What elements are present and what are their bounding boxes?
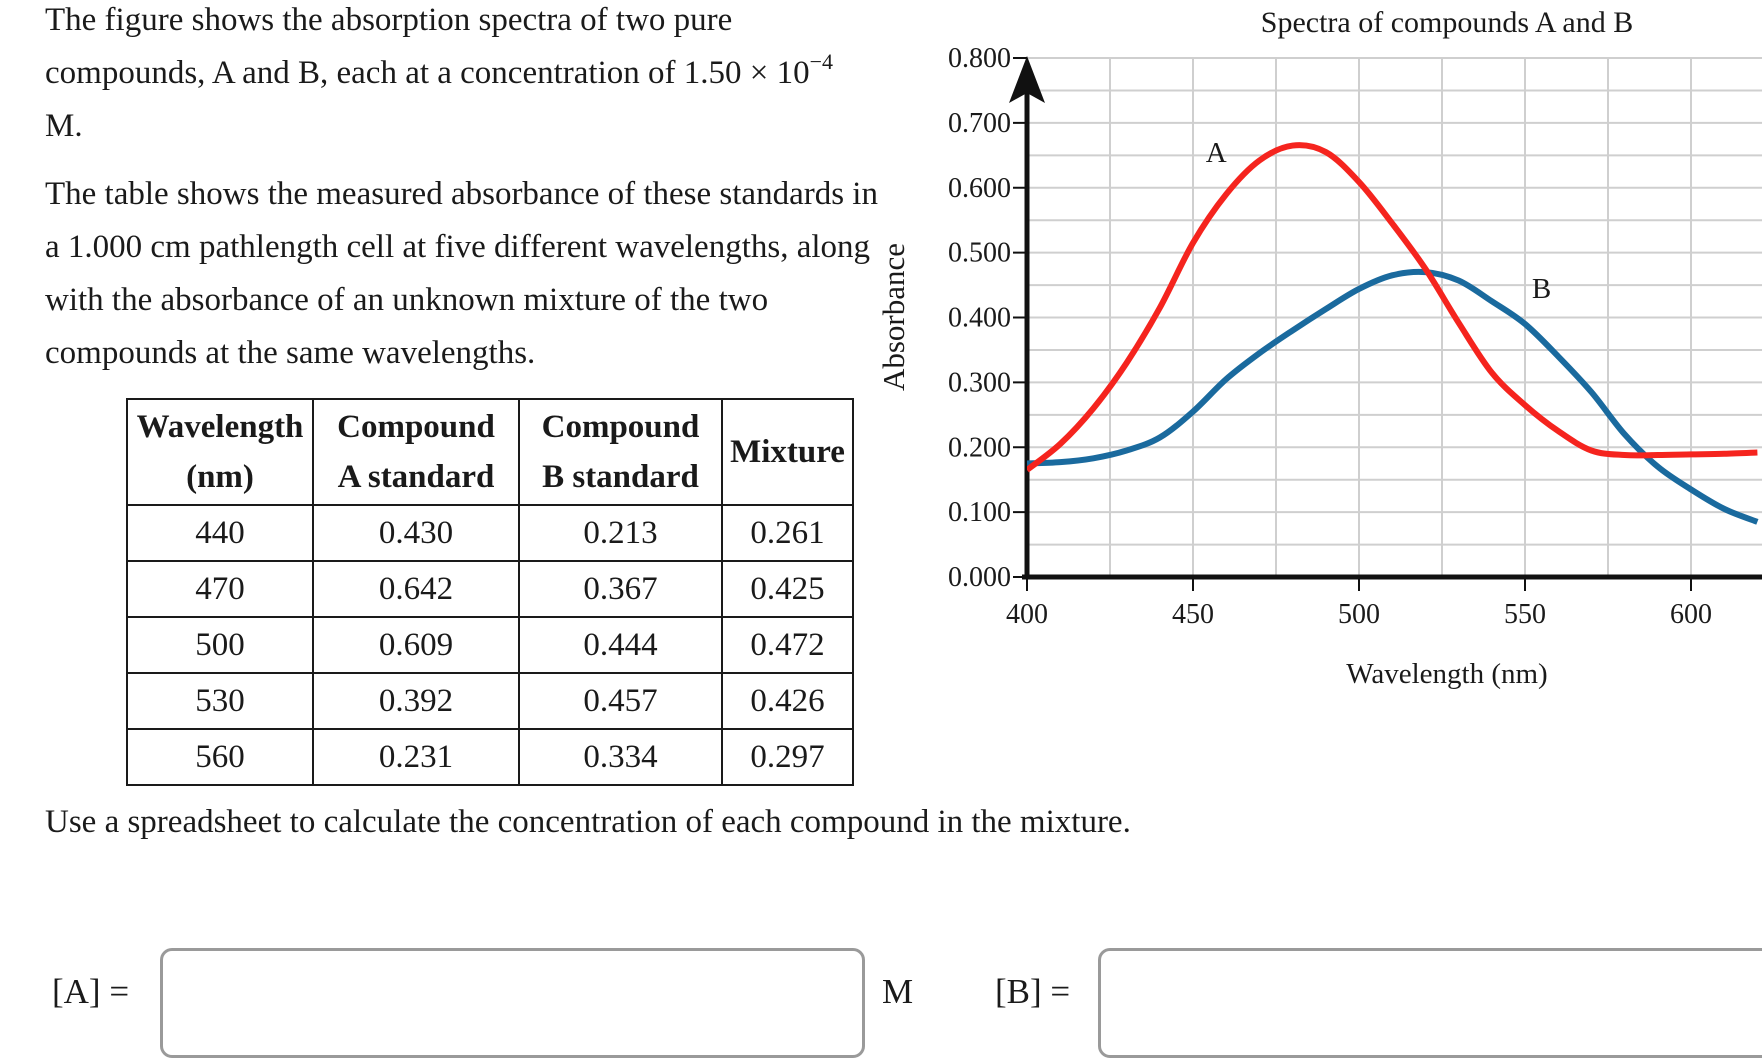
cell-compound-a: 0.430 — [312, 504, 520, 562]
table-row: 530 0.392 0.457 0.426 — [126, 672, 854, 730]
y-axis-arrow — [1009, 56, 1045, 103]
series-label-b: B — [1532, 273, 1551, 305]
intro-paragraph-1: The figure shows the absorption spectra … — [45, 0, 865, 153]
cell-mixture: 0.297 — [721, 728, 854, 786]
cell-mixture: 0.261 — [721, 504, 854, 562]
y-tick-label: 0.500 — [948, 238, 1011, 269]
cell-compound-a: 0.231 — [312, 728, 520, 786]
chart-axes — [1009, 56, 1762, 580]
header-mixture: Mixture — [721, 398, 854, 506]
header-compound-a: Compound A standard — [312, 398, 520, 506]
cell-mixture: 0.472 — [721, 616, 854, 674]
y-tick-label: 0.300 — [948, 367, 1011, 398]
answer-a-unit: M — [882, 972, 914, 1011]
cell-wavelength: 560 — [126, 728, 314, 786]
spectra-chart: Spectra of compounds A and B 0.0000.1000… — [876, 6, 1762, 690]
x-tick-label: 550 — [1504, 599, 1546, 630]
series-line-b — [1027, 268, 1759, 525]
x-axis-label: Wavelength (nm) — [1346, 658, 1547, 690]
cell-compound-b: 0.444 — [518, 616, 723, 674]
table-row: 560 0.231 0.334 0.297 — [126, 728, 854, 786]
cell-compound-a: 0.642 — [312, 560, 520, 618]
answer-a-input[interactable] — [160, 948, 865, 1058]
intro-paragraph-2: The table shows the measured absorbance … — [45, 176, 878, 371]
series-line-a — [1027, 142, 1758, 473]
cell-compound-a: 0.392 — [312, 672, 520, 730]
cell-wavelength: 470 — [126, 560, 314, 618]
answer-a-label: [A] = — [52, 972, 130, 1011]
x-tick-label: 450 — [1172, 599, 1214, 630]
x-tick-label: 500 — [1338, 599, 1380, 630]
cell-compound-b: 0.213 — [518, 504, 723, 562]
x-tick-label: 400 — [1006, 599, 1048, 630]
concentration-exponent: −4 — [809, 49, 834, 74]
cell-wavelength: 500 — [126, 616, 314, 674]
intro-text-1: The figure shows the absorption spectra … — [45, 2, 810, 91]
x-tick-label: 600 — [1670, 599, 1712, 630]
y-tick-label: 0.600 — [948, 173, 1011, 204]
table-row: 470 0.642 0.367 0.425 — [126, 560, 854, 618]
cell-mixture: 0.426 — [721, 672, 854, 730]
y-tick-label: 0.800 — [948, 43, 1011, 74]
y-tick-label: 0.000 — [948, 562, 1011, 593]
table-header-row: Wavelength (nm) Compound A standard Compou… — [126, 398, 854, 506]
cell-compound-b: 0.334 — [518, 728, 723, 786]
series-label-a: A — [1206, 137, 1227, 169]
table-row: 500 0.609 0.444 0.472 — [126, 616, 854, 674]
cell-wavelength: 530 — [126, 672, 314, 730]
question-text: Use a spreadsheet to calculate the conce… — [45, 804, 1131, 840]
concentration-unit: M. — [45, 108, 83, 144]
cell-compound-b: 0.367 — [518, 560, 723, 618]
y-tick-label: 0.700 — [948, 108, 1011, 139]
y-tick-label: 0.400 — [948, 303, 1011, 334]
chart-series: AB — [1027, 137, 1759, 525]
header-wavelength: Wavelength (nm) — [126, 398, 314, 506]
answer-b-input[interactable] — [1098, 948, 1762, 1058]
chart-title: Spectra of compounds A and B — [1261, 6, 1633, 39]
absorbance-table: Wavelength (nm) Compound A standard Compou… — [126, 398, 854, 786]
answer-b-label: [B] = — [995, 972, 1071, 1011]
cell-compound-b: 0.457 — [518, 672, 723, 730]
y-tick-label: 0.100 — [948, 497, 1011, 528]
y-tick-label: 0.200 — [948, 432, 1011, 463]
chart-ticks: 0.000 0.100 0.200 0.300 0.400 0.500 0.600 0.700… — [948, 43, 1712, 630]
y-axis-label: Absorbance — [876, 243, 911, 391]
cell-compound-a: 0.609 — [312, 616, 520, 674]
cell-wavelength: 440 — [126, 504, 314, 562]
table-row: 440 0.430 0.213 0.261 — [126, 504, 854, 562]
chart-grid — [1027, 57, 1762, 577]
cell-mixture: 0.425 — [721, 560, 854, 618]
header-compound-b: Compound B standard — [518, 398, 723, 506]
